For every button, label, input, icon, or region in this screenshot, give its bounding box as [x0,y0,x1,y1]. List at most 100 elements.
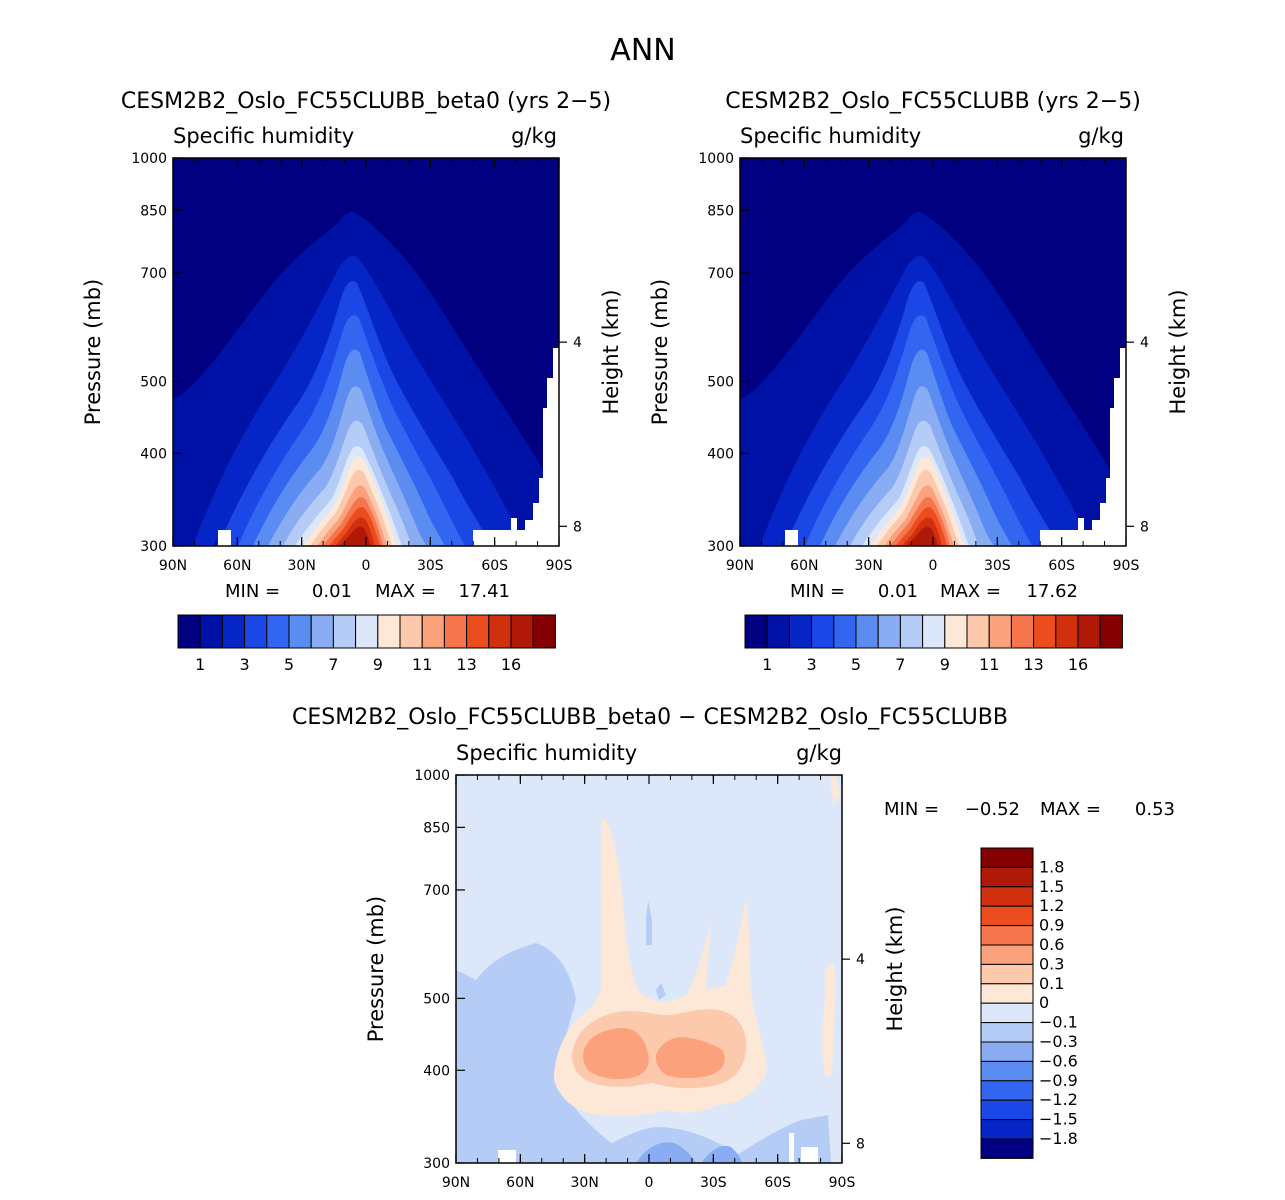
panel-diff-colorbar-box [980,1041,1034,1062]
panel-a-height-tick-label: 8 [573,519,582,535]
panel-b-colorbar-label: 13 [1023,655,1043,674]
panel-diff-field [456,775,842,1163]
panel-a-colorbar-label: 3 [240,655,250,674]
panel-b-ytick-label: 850 [707,203,734,219]
panel-a-xtick-label: 30S [417,558,444,574]
panel-a-colorbar-box [488,614,512,649]
panel-diff-colorbar-box [980,886,1034,907]
panel-b-ytick-label: 300 [707,539,734,555]
panel-a-xtick-label: 60S [481,558,508,574]
panel-diff-axes: 90N 60N 30N 0 30S 60S 90S 300 400 500 700 850 1000 8 4 [414,768,865,1191]
panel-b-colorbar-box [1077,614,1101,649]
panel-a-axes: 90N 60N 30N 0 30S 60S 90S 300 400 500 700 850 1000 8 4 [131,151,582,574]
panel-b-colorbar-box [922,614,946,649]
panel-diff: CESM2B2_Oslo_FC55CLUBB_beta0 − CESM2B2_O… [292,705,1175,1191]
panel-a-ytick-label: 700 [140,266,167,282]
panel-diff-colorbar-box [980,1119,1034,1140]
panel-a-colorbar-box [266,614,290,649]
panel-diff-colorbar-label: −1.2 [1039,1090,1078,1109]
panel-diff-height-tick-label: 8 [856,1136,865,1152]
panel-b-axes: 90N 60N 30N 0 30S 60S 90S 300 400 500 700 850 1000 8 4 [698,151,1149,574]
page-title: ANN [610,33,675,68]
panel-a-colorbar-box [466,614,490,649]
panel-diff-colorbar-box [980,925,1034,946]
panel-b-xtick-label: 0 [929,558,938,574]
panel-diff-case-title: CESM2B2_Oslo_FC55CLUBB_beta0 − CESM2B2_O… [292,705,1008,730]
panel-a-colorbar-box [310,614,334,649]
panel-a-ytick-label: 400 [140,446,167,462]
panel-diff-colorbar-label: −1.5 [1039,1110,1078,1129]
panel-a-colorbar-box [421,614,445,649]
panel-diff-colorbar-box [980,944,1034,965]
panel-a-xtick-label: 90N [159,558,187,574]
panel-a-colorbar-box [221,614,246,649]
panel-b-variable-label: Specific humidity [740,124,921,148]
panel-a-field [173,158,559,546]
panel-diff-ytick-label: 850 [423,820,450,836]
panel-diff-colorbar-box [980,847,1034,868]
panel-diff-variable-label: Specific humidity [456,741,637,765]
panel-diff-colorbar-label: −0.3 [1039,1032,1078,1051]
panel-a-colorbar-box [510,614,534,649]
panel-a-case-title: CESM2B2_Oslo_FC55CLUBB_beta0 (yrs 2−5) [121,89,611,114]
panel-b-ytick-label: 500 [707,374,734,390]
panel-diff-min-label: MIN = [884,799,939,820]
panel-a-colorbar-box [355,614,379,649]
panel-diff-units-label: g/kg [796,741,842,765]
panel-a-colorbar-label: 5 [284,655,294,674]
panel-diff-colorbar: 1.81.51.20.90.60.30.10−0.1−0.3−0.6−0.9−1… [980,847,1078,1159]
panel-diff-colorbar-label: −0.6 [1039,1051,1078,1070]
panel-diff-colorbar-box [980,1060,1034,1082]
panel-a-ytick-label: 1000 [131,151,167,167]
panel-a-colorbar-label: 16 [501,655,521,674]
panel-a-xtick-label: 60N [223,558,251,574]
panel-a-colorbar-box [399,614,423,649]
panel-diff-xtick-label: 30N [571,1175,599,1191]
panel-a-colorbar: 1 3 5 7 9 11 13 16 [177,614,556,674]
panel-b-colorbar-box [877,614,901,649]
panel-diff-colorbar-box [980,1080,1034,1101]
panel-diff-colorbar-label: 0 [1039,993,1049,1012]
panel-b-colorbar-box [833,614,857,649]
panel-b-xtick-label: 90S [1113,558,1140,574]
panel-diff-xtick-label: 60S [764,1175,791,1191]
panel-a-max-value: 17.41 [458,581,510,602]
panel-b-min-label: MIN = [790,581,845,602]
panel-diff-max-value: 0.53 [1135,799,1175,820]
panel-b-xtick-label: 60N [790,558,818,574]
panel-b-colorbar-label: 3 [807,655,817,674]
panel-b-colorbar-label: 1 [762,655,772,674]
panel-a-min-value: 0.01 [312,581,352,602]
panel-diff-colorbar-label: 1.2 [1039,896,1064,915]
panel-diff-ylabel-right: Height (km) [883,906,907,1031]
panel-a-height-tick-label: 4 [573,335,582,351]
panel-a-ylabel: Pressure (mb) [81,279,105,426]
panel-diff-ylabel: Pressure (mb) [364,896,388,1043]
panel-b-height-tick-label: 8 [1140,519,1149,535]
panel-b-ytick-label: 1000 [698,151,734,167]
panel-diff-height-tick-label: 4 [856,952,865,968]
panel-b-colorbar-label: 11 [979,655,999,674]
panel-a-ylabel-right: Height (km) [599,289,623,414]
panel-a-colorbar-box [288,614,312,649]
panel-b-colorbar-box [1033,614,1057,649]
panel-diff-colorbar-label: 0.3 [1039,954,1064,973]
panel-b-colorbar-label: 9 [940,655,950,674]
panel-a-colorbar-label: 1 [195,655,205,674]
panel-b-xtick-label: 90N [726,558,754,574]
panel-b-colorbar-box [988,614,1012,649]
panel-a-colorbar-box [199,614,223,649]
panel-b-colorbar-box [966,614,990,649]
panel-diff-xtick-label: 30S [700,1175,727,1191]
panel-b-max-label: MAX = [940,581,1001,602]
panel-diff-xtick-label: 90N [442,1175,470,1191]
panel-a-colorbar-box [377,614,401,649]
panel-b-colorbar-box [1010,614,1035,649]
panel-diff-colorbar-box [980,1022,1034,1043]
panel-diff-colorbar-box [980,1002,1034,1024]
panel-a-ytick-label: 850 [140,203,167,219]
panel-b-colorbar-box [1099,614,1123,649]
panel-b-units-label: g/kg [1078,124,1124,148]
panel-b-ytick-label: 700 [707,266,734,282]
